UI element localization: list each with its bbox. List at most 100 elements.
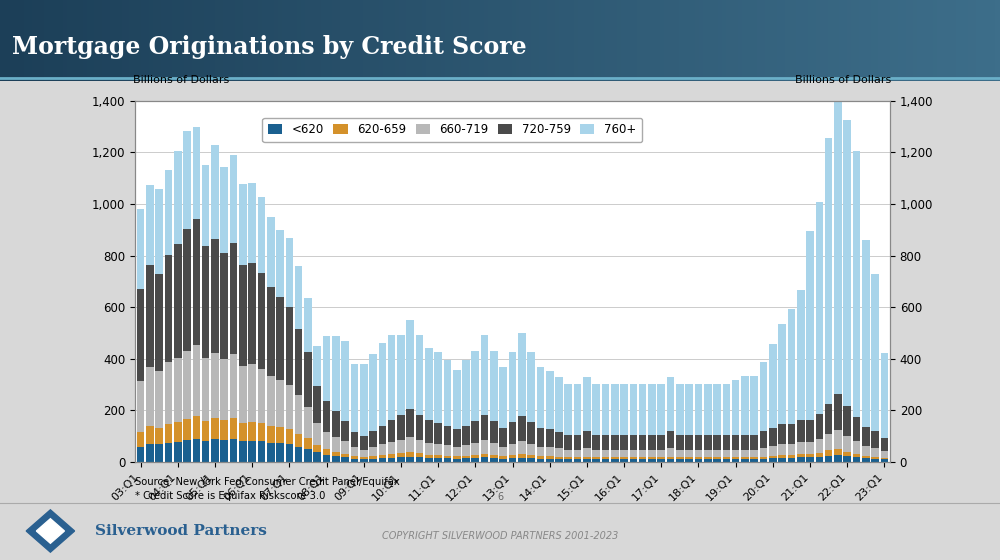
Bar <box>741 435 749 450</box>
Bar <box>453 456 461 459</box>
Bar <box>788 424 795 444</box>
Bar <box>806 458 814 462</box>
Bar <box>286 385 293 430</box>
Bar <box>825 404 832 435</box>
Bar <box>778 424 786 444</box>
Bar <box>183 130 191 229</box>
Bar <box>574 384 581 435</box>
Bar <box>211 439 219 462</box>
Bar <box>797 454 805 458</box>
Bar <box>295 267 302 329</box>
Bar <box>323 449 330 455</box>
Bar <box>806 442 814 454</box>
Bar <box>453 447 461 456</box>
Bar <box>258 197 265 273</box>
Bar <box>351 447 358 456</box>
Bar <box>211 353 219 418</box>
Bar <box>816 439 823 452</box>
Bar <box>583 448 591 456</box>
Bar <box>611 435 619 450</box>
Bar <box>453 459 461 462</box>
Bar <box>592 384 600 435</box>
Bar <box>704 458 712 459</box>
Bar <box>797 290 805 420</box>
Bar <box>723 435 730 450</box>
Bar <box>834 455 842 462</box>
Bar <box>239 184 247 265</box>
Bar <box>881 459 888 462</box>
Bar <box>369 354 377 431</box>
Bar <box>667 377 674 431</box>
Bar <box>304 407 312 438</box>
Bar <box>230 155 237 243</box>
Bar <box>509 455 516 459</box>
Bar <box>518 458 526 462</box>
Bar <box>481 454 488 458</box>
Bar <box>881 458 888 459</box>
Bar <box>546 371 554 430</box>
Bar <box>695 384 702 435</box>
Bar <box>183 419 191 440</box>
Bar <box>258 273 265 369</box>
Bar <box>379 455 386 459</box>
Bar <box>862 240 870 427</box>
Bar <box>825 450 832 455</box>
Bar <box>555 432 563 449</box>
Bar <box>230 418 237 439</box>
Bar <box>369 456 377 459</box>
Bar <box>462 445 470 455</box>
Bar <box>444 426 451 445</box>
Bar <box>434 455 442 458</box>
Bar <box>760 431 767 447</box>
Bar <box>258 369 265 423</box>
Bar <box>676 450 684 458</box>
Bar <box>397 416 405 440</box>
Bar <box>871 448 879 457</box>
Bar <box>183 440 191 462</box>
Bar <box>676 459 684 462</box>
Bar <box>583 456 591 459</box>
Bar <box>630 458 637 459</box>
Bar <box>388 420 395 442</box>
Bar <box>657 458 665 459</box>
Bar <box>685 459 693 462</box>
Bar <box>137 209 144 289</box>
Bar <box>648 459 656 462</box>
Bar <box>592 450 600 458</box>
Bar <box>723 450 730 458</box>
Bar <box>369 431 377 447</box>
Bar <box>648 450 656 458</box>
Bar <box>769 446 777 456</box>
Bar <box>304 298 312 352</box>
Bar <box>490 455 498 458</box>
Bar <box>546 447 554 456</box>
Bar <box>788 455 795 458</box>
Bar <box>685 458 693 459</box>
Bar <box>602 450 609 458</box>
Bar <box>592 458 600 459</box>
Bar <box>481 415 488 440</box>
Bar <box>816 457 823 462</box>
Bar <box>267 442 275 462</box>
Bar <box>750 435 758 450</box>
Bar <box>416 440 423 454</box>
Bar <box>434 444 442 455</box>
Bar <box>471 422 479 443</box>
Bar <box>695 459 702 462</box>
Bar <box>676 435 684 450</box>
Bar <box>146 367 154 426</box>
Bar <box>295 433 302 446</box>
Bar <box>351 459 358 462</box>
Bar <box>137 432 144 446</box>
Bar <box>657 459 665 462</box>
Bar <box>267 376 275 426</box>
Bar <box>276 297 284 380</box>
Bar <box>416 458 423 462</box>
Bar <box>369 459 377 462</box>
Bar <box>332 437 340 452</box>
Bar <box>657 450 665 458</box>
Bar <box>388 454 395 458</box>
Bar <box>286 307 293 385</box>
Bar <box>639 458 646 459</box>
Bar <box>816 452 823 457</box>
